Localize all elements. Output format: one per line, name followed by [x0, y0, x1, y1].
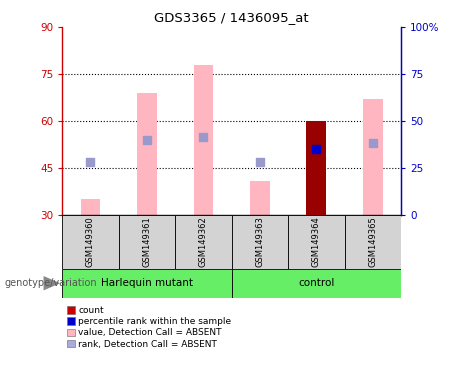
- Point: [87, 159, 94, 165]
- Bar: [288, 215, 345, 269]
- Text: GSM149363: GSM149363: [255, 217, 265, 267]
- Bar: [363, 99, 383, 215]
- Point: [143, 137, 151, 143]
- Bar: [62, 215, 118, 269]
- Bar: [137, 93, 157, 215]
- Point: [256, 159, 264, 165]
- Legend: count, percentile rank within the sample, value, Detection Call = ABSENT, rank, : count, percentile rank within the sample…: [67, 306, 231, 349]
- Bar: [344, 215, 401, 269]
- Bar: [81, 199, 100, 215]
- Text: GSM149360: GSM149360: [86, 217, 95, 267]
- Text: GSM149361: GSM149361: [142, 217, 152, 267]
- Text: Harlequin mutant: Harlequin mutant: [101, 278, 193, 288]
- Bar: [231, 269, 401, 298]
- Title: GDS3365 / 1436095_at: GDS3365 / 1436095_at: [154, 11, 309, 24]
- Bar: [175, 215, 231, 269]
- Text: GSM149365: GSM149365: [368, 217, 378, 267]
- Polygon shape: [43, 276, 60, 290]
- Point: [369, 140, 377, 146]
- Point: [200, 134, 207, 140]
- Text: control: control: [298, 278, 335, 288]
- Text: GSM149364: GSM149364: [312, 217, 321, 267]
- Bar: [194, 65, 213, 215]
- Text: genotype/variation: genotype/variation: [5, 278, 97, 288]
- Bar: [62, 269, 231, 298]
- Point: [313, 146, 320, 152]
- Bar: [250, 180, 270, 215]
- Bar: [119, 215, 175, 269]
- Bar: [231, 215, 288, 269]
- Text: GSM149362: GSM149362: [199, 217, 208, 267]
- Bar: [307, 121, 326, 215]
